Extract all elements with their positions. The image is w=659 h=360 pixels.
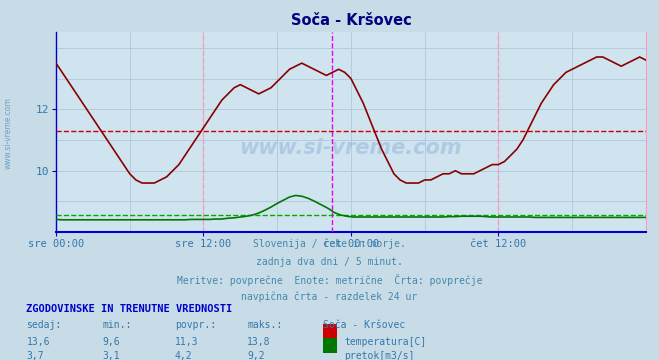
Text: Meritve: povprečne  Enote: metrične  Črta: povprečje: Meritve: povprečne Enote: metrične Črta:… <box>177 274 482 286</box>
Text: navpična črta - razdelek 24 ur: navpična črta - razdelek 24 ur <box>241 291 418 302</box>
Text: povpr.:: povpr.: <box>175 320 215 330</box>
Text: www.si-vreme.com: www.si-vreme.com <box>240 138 462 158</box>
Text: ZGODOVINSKE IN TRENUTNE VREDNOSTI: ZGODOVINSKE IN TRENUTNE VREDNOSTI <box>26 304 233 314</box>
Title: Soča - Kršovec: Soča - Kršovec <box>291 13 411 28</box>
Text: 11,3: 11,3 <box>175 337 198 347</box>
Text: 9,6: 9,6 <box>102 337 120 347</box>
Text: 13,8: 13,8 <box>247 337 271 347</box>
Text: Slovenija / reke in morje.: Slovenija / reke in morje. <box>253 239 406 249</box>
Text: pretok[m3/s]: pretok[m3/s] <box>344 351 415 360</box>
Text: maks.:: maks.: <box>247 320 282 330</box>
Text: 3,7: 3,7 <box>26 351 44 360</box>
Text: 9,2: 9,2 <box>247 351 265 360</box>
Text: temperatura[C]: temperatura[C] <box>344 337 426 347</box>
Text: zadnja dva dni / 5 minut.: zadnja dva dni / 5 minut. <box>256 257 403 267</box>
Text: 4,2: 4,2 <box>175 351 192 360</box>
Text: sedaj:: sedaj: <box>26 320 61 330</box>
Text: min.:: min.: <box>102 320 132 330</box>
Text: www.si-vreme.com: www.si-vreme.com <box>3 97 13 169</box>
Text: 3,1: 3,1 <box>102 351 120 360</box>
Text: 13,6: 13,6 <box>26 337 50 347</box>
Text: Soča - Kršovec: Soča - Kršovec <box>323 320 405 330</box>
